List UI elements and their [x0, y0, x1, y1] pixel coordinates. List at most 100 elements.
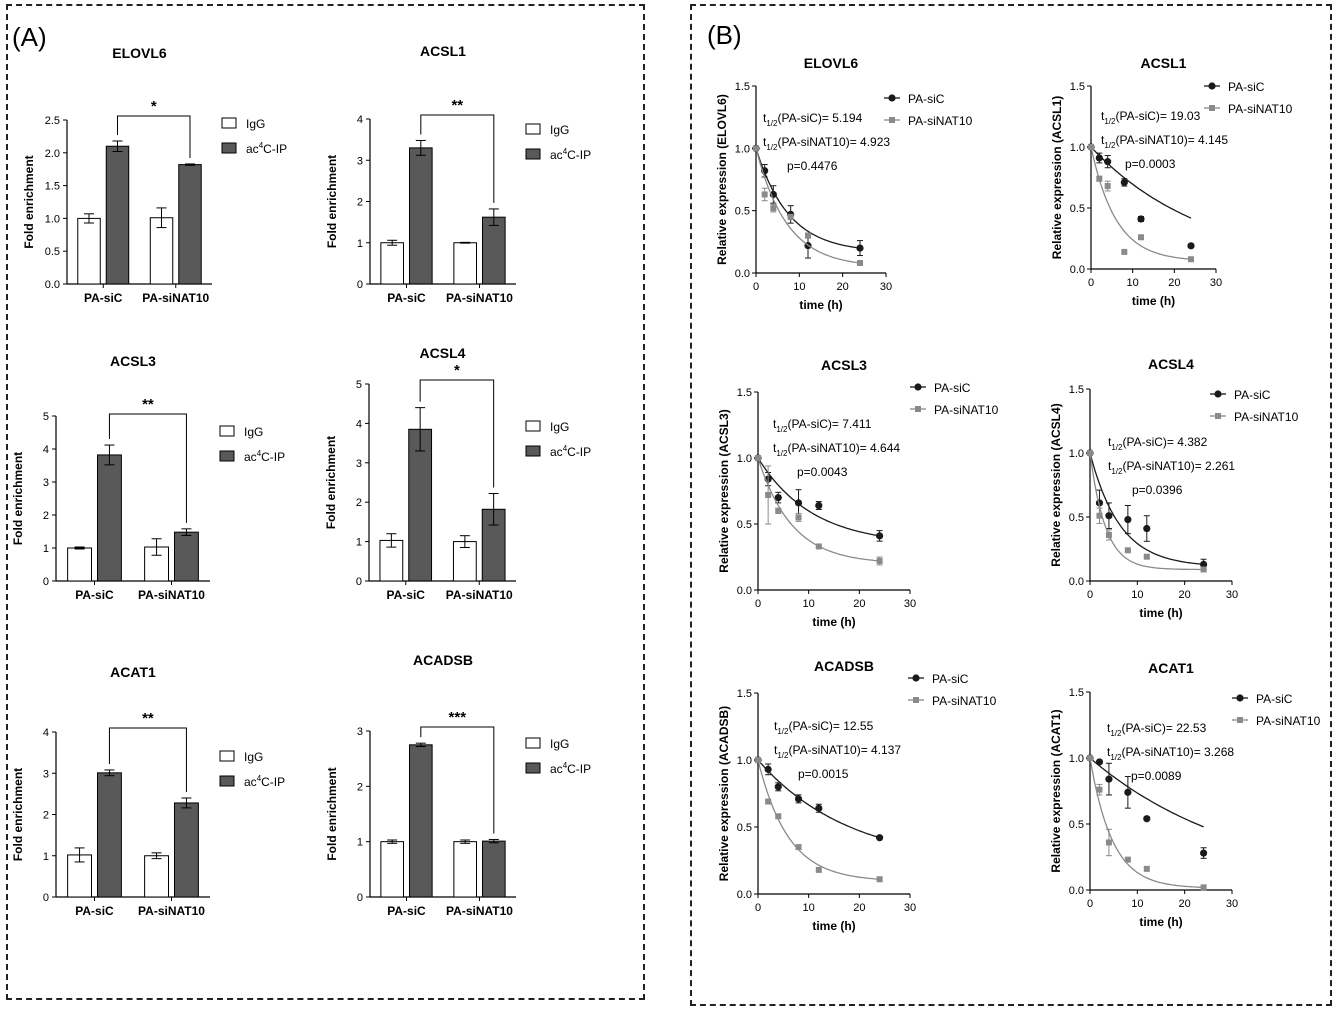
p-value: p=0.0015 [798, 767, 849, 781]
y-tick-label: 3 [357, 726, 363, 738]
y-tick-label: 0.5 [1069, 819, 1084, 831]
y-axis-label: Relative expression (ACSL1) [1050, 96, 1064, 259]
bar [408, 428, 433, 582]
data-point [1143, 815, 1151, 823]
data-point [876, 834, 884, 842]
legend-label: IgG [550, 123, 569, 137]
legend-label: IgG [246, 117, 265, 131]
y-tick-label: 1.5 [1069, 384, 1084, 396]
bar [482, 216, 506, 285]
legend-label: PA-siC [1228, 80, 1265, 94]
bar [178, 164, 202, 285]
data-point [1104, 183, 1111, 190]
legend-swatch [525, 762, 541, 774]
x-tick-label: 10 [793, 281, 805, 293]
chart-title: ACSL1 [1141, 55, 1187, 71]
significance-bracket [419, 379, 495, 488]
y-tick-label: 1 [43, 543, 49, 555]
data-point [1200, 560, 1208, 568]
y-axis-label: Fold enrichment [324, 436, 338, 529]
data-point [761, 191, 768, 198]
chart-title: ELOVL6 [804, 55, 859, 71]
data-point [1124, 856, 1131, 863]
significance-label: ** [142, 396, 154, 413]
legend-marker [913, 697, 919, 703]
bar [380, 841, 404, 898]
x-category-label: PA-siNAT10 [446, 588, 513, 602]
y-tick-label: 2 [43, 810, 49, 822]
y-tick-label: 0.0 [45, 279, 60, 291]
data-point [765, 491, 772, 498]
y-tick-label: 1.0 [737, 755, 752, 767]
legend-swatch [525, 737, 541, 749]
y-tick-label: 0 [357, 279, 363, 291]
half-life-sinat: t1/2(PA-siNAT10)= 3.268 [1107, 745, 1234, 762]
significance-bracket [116, 115, 191, 158]
half-life-sinat: t1/2(PA-siNAT10)= 4.644 [773, 441, 900, 458]
x-category-label: PA-siNAT10 [446, 904, 513, 918]
x-category-label: PA-siNAT10 [138, 904, 205, 918]
y-tick-label: 2.0 [45, 148, 60, 160]
data-point [815, 501, 823, 510]
x-tick-label: 10 [1131, 898, 1143, 910]
y-tick-label: 0.5 [737, 822, 752, 834]
legend-label: PA-siNAT10 [934, 403, 999, 417]
legend-marker [1215, 413, 1221, 419]
x-axis-label: time (h) [1139, 606, 1182, 620]
y-tick-label: 3 [43, 768, 49, 780]
x-axis-label: time (h) [812, 615, 855, 629]
legend-swatch [525, 148, 541, 160]
y-tick-label: 1.0 [735, 143, 750, 155]
data-point [857, 260, 863, 267]
x-tick-label: 10 [1127, 277, 1139, 289]
x-tick-label: 0 [1087, 898, 1093, 910]
legend-marker [915, 406, 921, 412]
y-tick-label: 1.5 [1069, 687, 1084, 699]
significance-label: ** [142, 710, 154, 727]
data-point [1096, 512, 1103, 519]
legend-swatch [525, 445, 541, 457]
legend-label: PA-siC [932, 672, 969, 686]
x-tick-label: 20 [853, 598, 865, 610]
x-axis-label: time (h) [1132, 294, 1175, 308]
bar [453, 242, 477, 285]
x-category-label: PA-siC [387, 904, 426, 918]
significance-bracket [420, 114, 495, 203]
data-point [794, 499, 803, 507]
legend-marker [1214, 390, 1222, 398]
bar [409, 147, 433, 285]
bar [453, 841, 477, 898]
x-category-label: PA-siC [84, 291, 123, 305]
y-tick-label: 1.0 [1069, 448, 1084, 460]
fit-curve [755, 148, 861, 264]
data-point [1087, 450, 1093, 456]
y-tick-label: 0.5 [45, 246, 60, 258]
chart-title: ACSL3 [110, 353, 156, 369]
bar [174, 802, 199, 898]
y-tick-label: 5 [356, 379, 362, 391]
legend-label: PA-siC [1234, 388, 1271, 402]
data-point [1124, 547, 1131, 554]
y-tick-label: 0.5 [1069, 512, 1084, 524]
x-tick-label: 20 [1179, 589, 1191, 601]
y-tick-label: 0.5 [1070, 203, 1085, 215]
half-life-sic: t1/2(PA-siC)= 5.194 [763, 111, 863, 128]
x-tick-label: 30 [904, 902, 916, 914]
panel-a-frame [6, 4, 645, 1000]
data-point [1200, 849, 1208, 857]
y-axis-label: Fold enrichment [325, 155, 339, 248]
legend-label: IgG [550, 737, 569, 751]
panel-b-frame [690, 4, 1332, 1006]
legend-swatch [219, 750, 235, 762]
data-point [815, 866, 822, 873]
chart-title: ACSL3 [821, 357, 867, 373]
y-tick-label: 2 [356, 497, 362, 509]
bar [409, 744, 433, 898]
y-axis-label: Relative expression (ACADSB) [717, 706, 731, 881]
bar [105, 145, 130, 285]
bar [97, 772, 122, 898]
data-point [775, 507, 782, 514]
fit-curve [1090, 146, 1192, 260]
x-tick-label: 10 [803, 902, 815, 914]
